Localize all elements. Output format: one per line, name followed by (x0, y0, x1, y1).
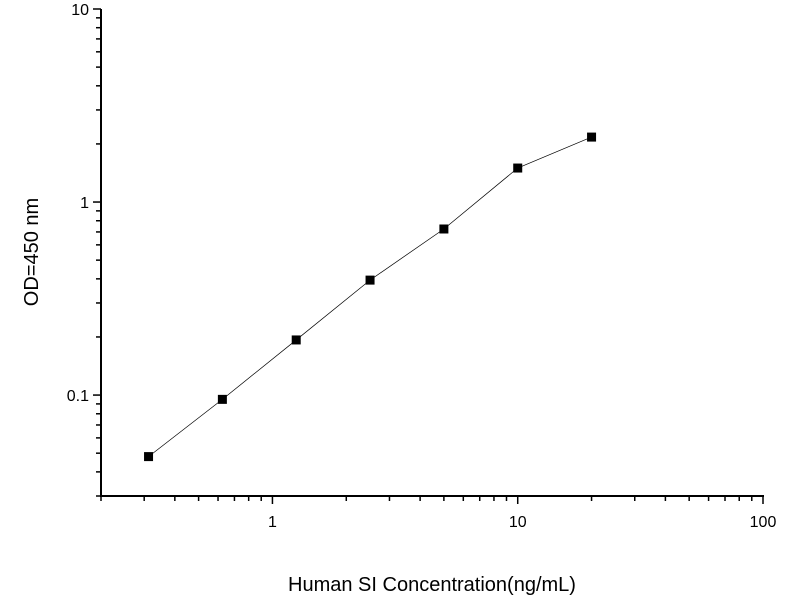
y-tick-label: 1 (80, 195, 89, 212)
data-point (513, 163, 523, 173)
y-tick-label: 0.1 (67, 388, 89, 405)
data-point (291, 335, 301, 345)
x-axis-label: Human SI Concentration(ng/mL) (288, 574, 576, 596)
axes: 1 10 100 0.1 1 10 (67, 2, 777, 531)
x-tick-label: 10 (509, 514, 527, 531)
x-tick-label: 100 (750, 514, 777, 531)
data-point (217, 394, 227, 404)
y-axis-label: OD=450 nm (21, 198, 43, 306)
data-point (144, 452, 154, 462)
data-point (439, 224, 449, 234)
series-line (148, 136, 592, 457)
x-tick-label: 1 (268, 514, 277, 531)
data-point (365, 275, 375, 285)
plot-area (144, 132, 597, 462)
data-point (587, 132, 597, 142)
y-tick-label: 10 (71, 2, 89, 19)
